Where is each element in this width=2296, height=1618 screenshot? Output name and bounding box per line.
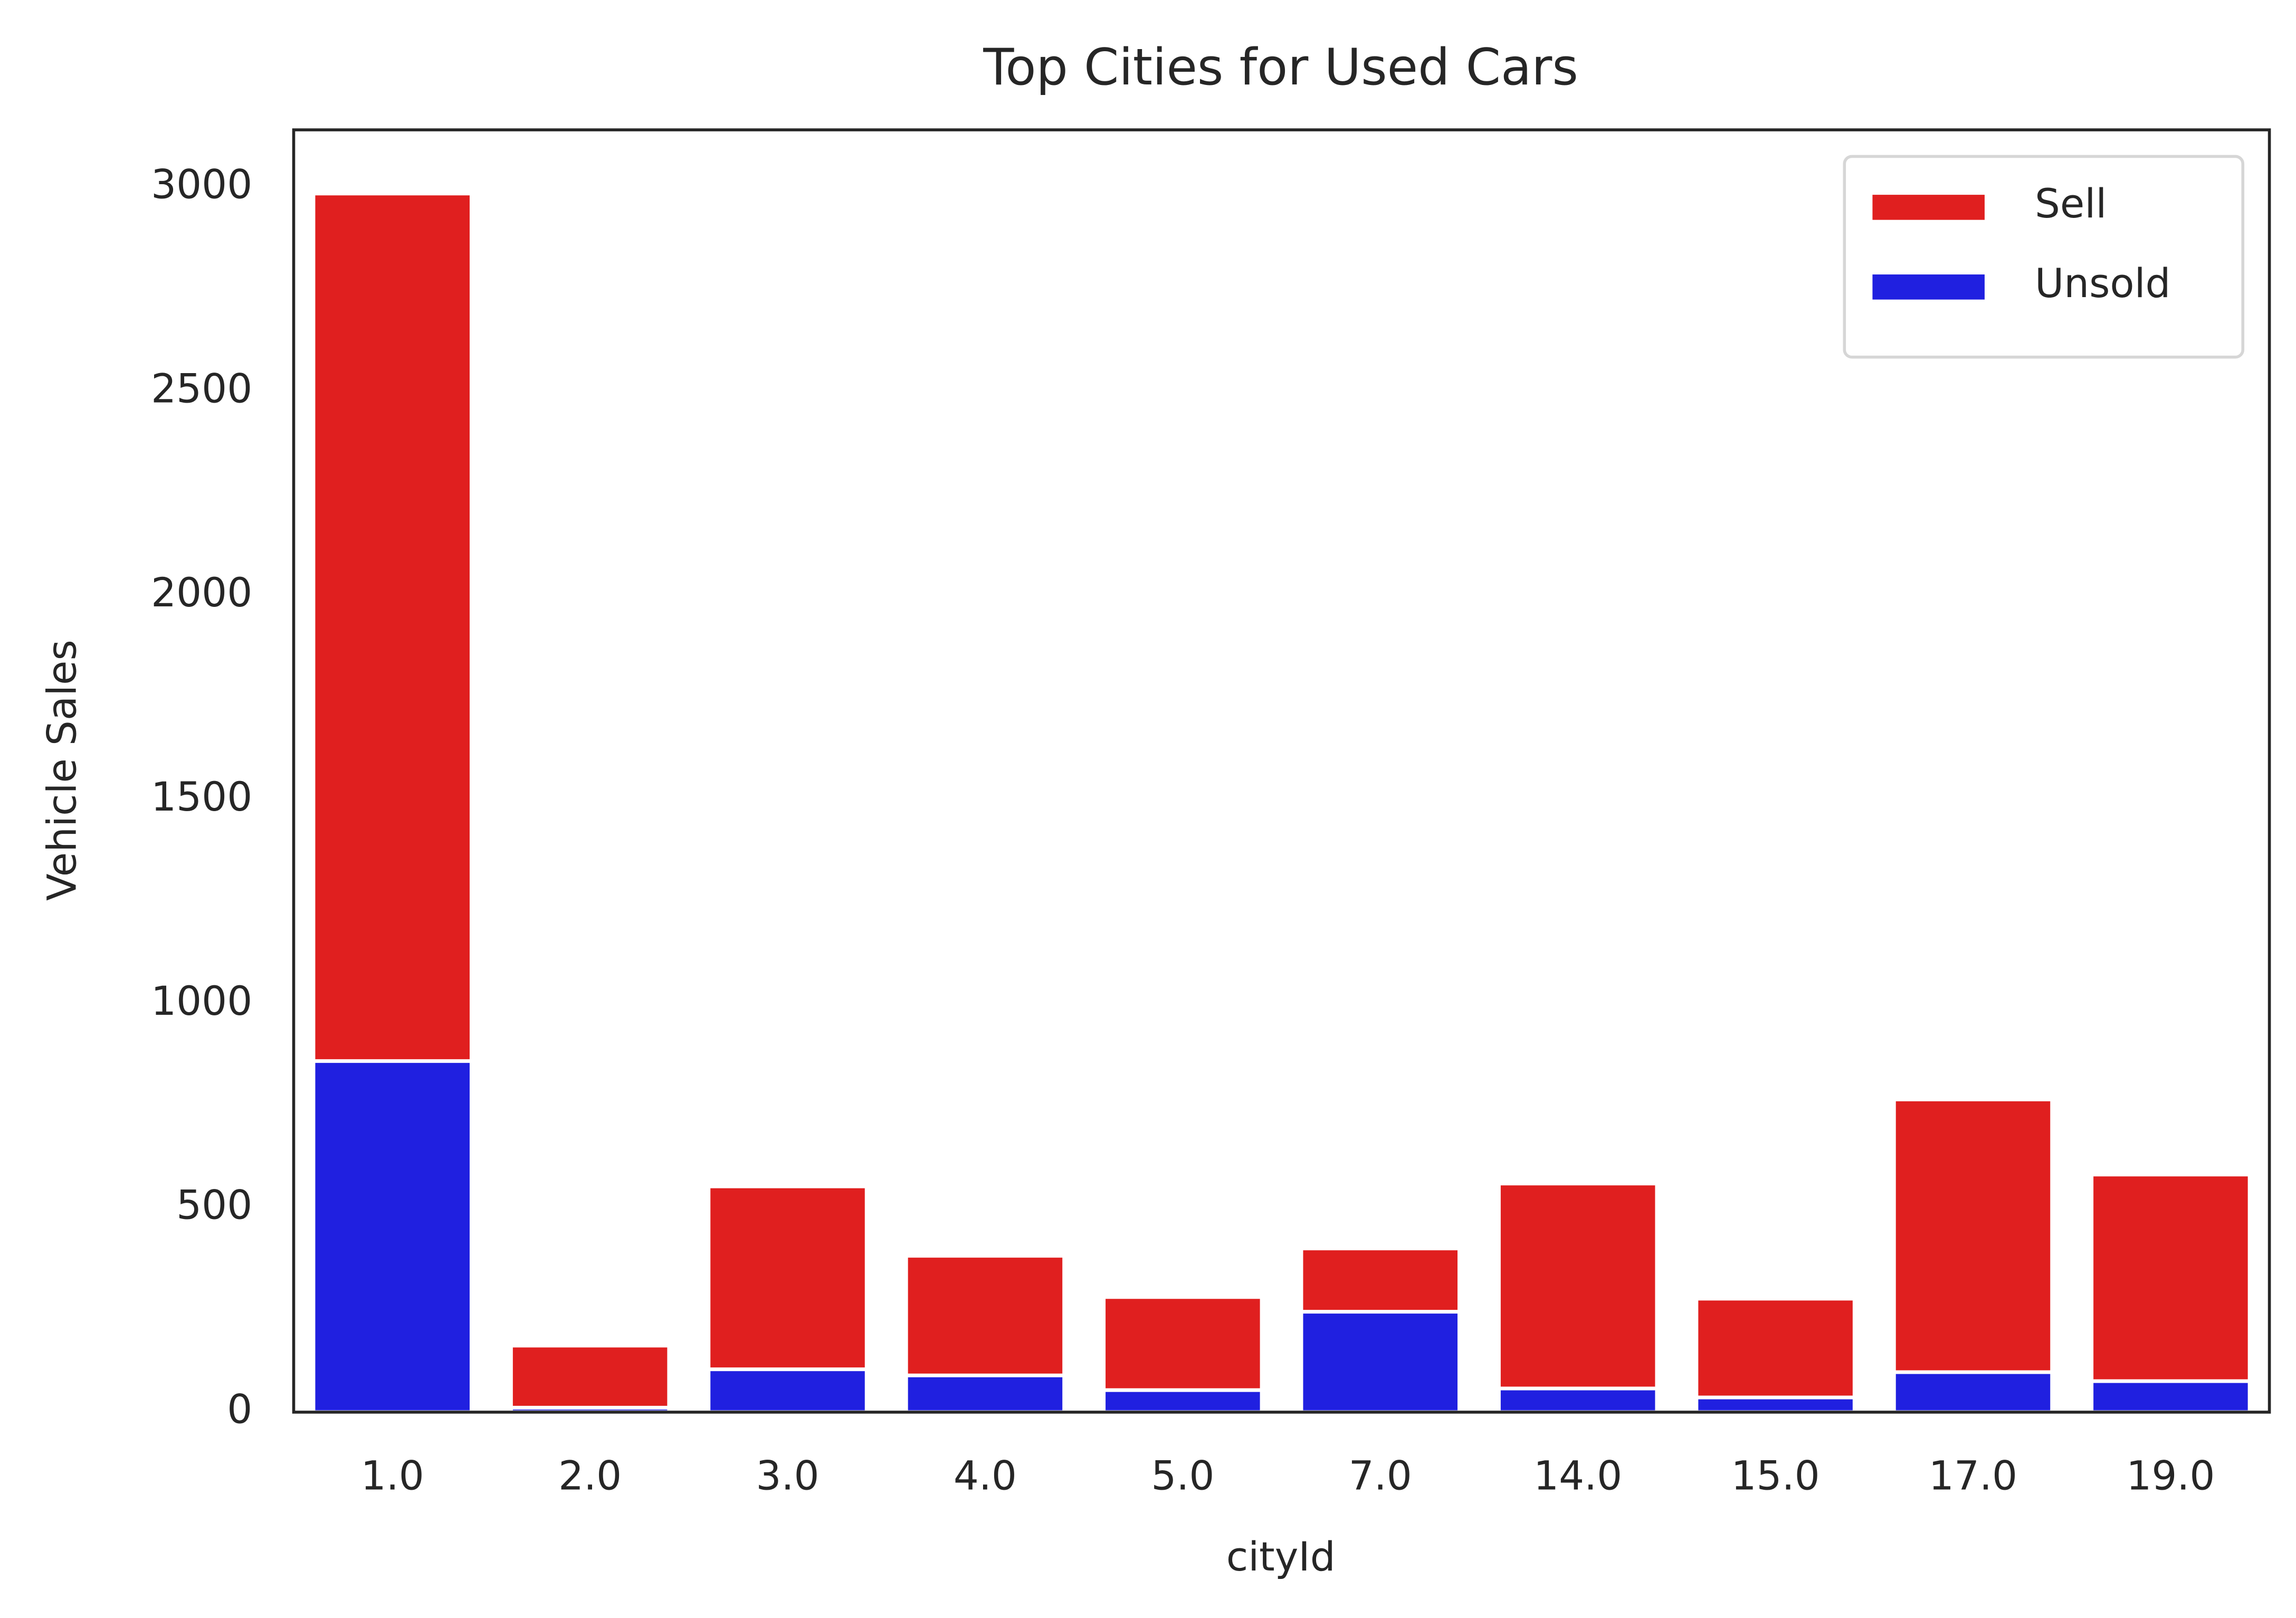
bar — [1497, 1182, 1659, 1414]
x-tick-label: 19.0 — [2126, 1452, 2215, 1499]
legend-swatch — [1872, 195, 1985, 220]
bar — [707, 1367, 869, 1414]
y-tick-label: 2500 — [151, 365, 252, 412]
y-tick-label: 3000 — [151, 161, 252, 208]
legend-label: Sell — [2035, 180, 2107, 227]
bar — [1497, 1386, 1659, 1414]
x-tick-label: 3.0 — [756, 1452, 820, 1499]
x-tick-label: 14.0 — [1533, 1452, 1622, 1499]
y-tick-label: 0 — [227, 1386, 252, 1432]
bar — [2090, 1379, 2252, 1414]
bar — [509, 1344, 671, 1414]
x-tick-label: 7.0 — [1349, 1452, 1412, 1499]
y-tick-label: 1500 — [151, 774, 252, 820]
x-tick-label: 2.0 — [558, 1452, 622, 1499]
x-tick-label: 15.0 — [1731, 1452, 1820, 1499]
legend-swatch — [1872, 274, 1985, 300]
y-tick-label: 500 — [176, 1182, 252, 1229]
x-axis-label: cityId — [1226, 1534, 1336, 1580]
legend-label: Unsold — [2035, 260, 2171, 307]
x-tick-label: 4.0 — [954, 1452, 1017, 1499]
bar — [2090, 1173, 2252, 1414]
y-axis-label: Vehicle Sales — [39, 640, 85, 901]
bar — [1102, 1388, 1264, 1414]
bar — [1299, 1310, 1462, 1414]
bar — [1694, 1395, 1856, 1414]
bar — [311, 1059, 473, 1414]
bar — [1892, 1370, 2054, 1414]
x-tick-label: 5.0 — [1151, 1452, 1214, 1499]
bar — [1694, 1297, 1856, 1414]
bar — [1892, 1097, 2054, 1414]
y-tick-label: 2000 — [151, 569, 252, 616]
bar — [904, 1373, 1066, 1414]
chart-title: Top Cities for Used Cars — [983, 39, 1578, 97]
x-tick-label: 17.0 — [1929, 1452, 2017, 1499]
x-tick-label: 1.0 — [361, 1452, 424, 1499]
plot-frame — [292, 128, 2271, 1414]
y-tick-label: 1000 — [151, 978, 252, 1024]
